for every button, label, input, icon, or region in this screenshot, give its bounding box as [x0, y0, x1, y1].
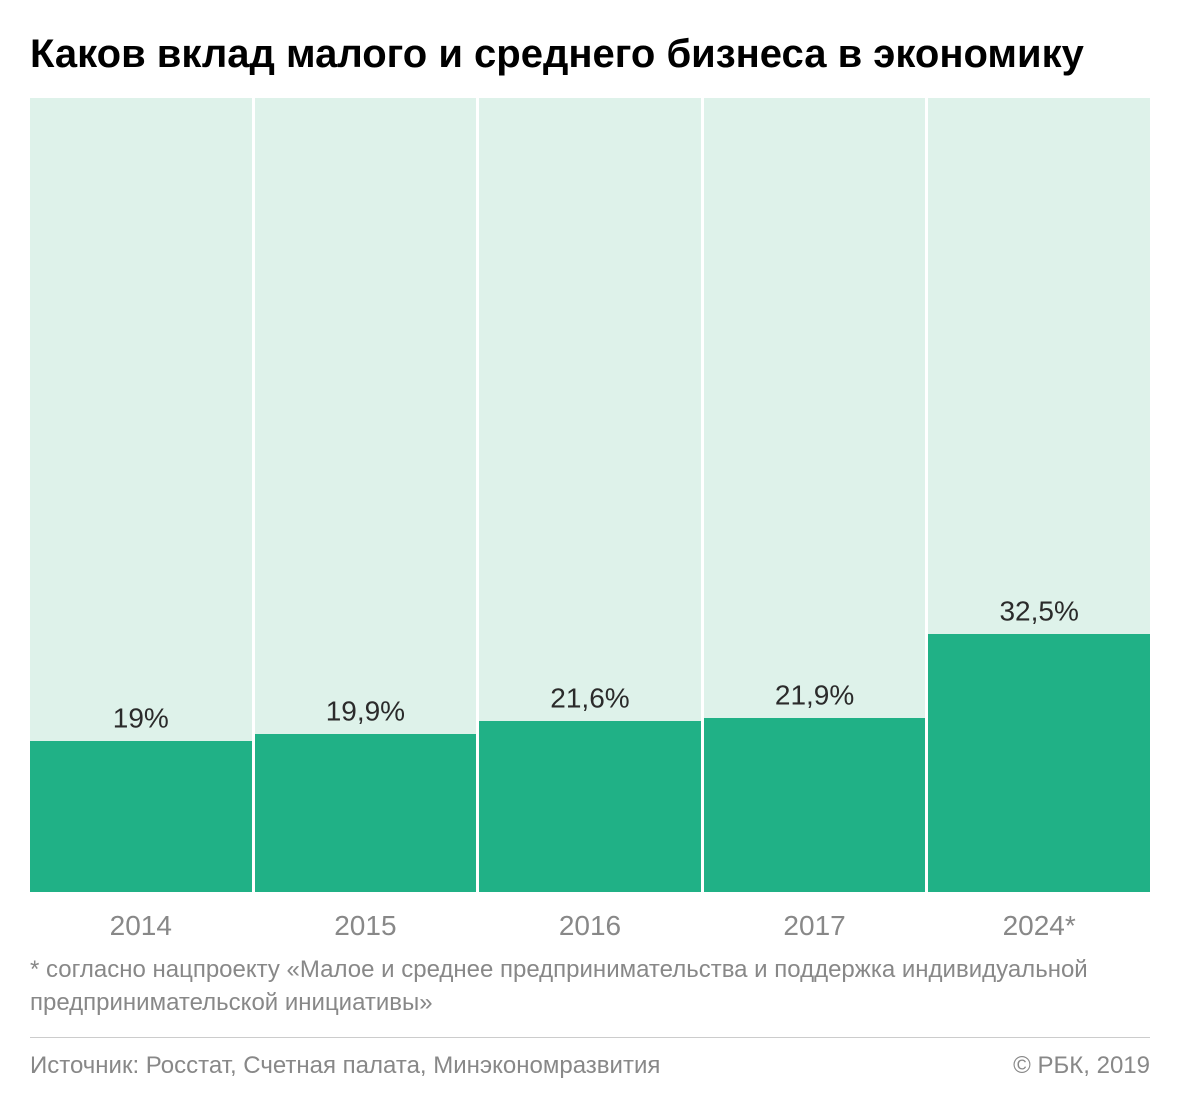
bars-container: 19%201419,9%201521,6%201621,9%201732,5%2…: [30, 98, 1150, 948]
bar-value-label: 32,5%: [928, 596, 1150, 628]
bar-category-label: 2024*: [928, 892, 1150, 948]
source-label: Источник: Росстат, Счетная палата, Минэк…: [30, 1052, 660, 1080]
bar-background: 21,9%: [704, 98, 926, 892]
bar-category-label: 2016: [479, 892, 701, 948]
bar-category-label: 2014: [30, 892, 252, 948]
bar-column: 32,5%2024*: [928, 98, 1150, 948]
bar-column: 19%2014: [30, 98, 252, 948]
bar-background: 32,5%: [928, 98, 1150, 892]
bar-value-label: 21,9%: [704, 680, 926, 712]
bar-background: 19,9%: [255, 98, 477, 892]
chart-title: Каков вклад малого и среднего бизнеса в …: [30, 30, 1150, 78]
bar-background: 21,6%: [479, 98, 701, 892]
bar-background: 19%: [30, 98, 252, 892]
bar-value-label: 21,6%: [479, 682, 701, 714]
bar-column: 19,9%2015: [255, 98, 477, 948]
bar-column: 21,6%2016: [479, 98, 701, 948]
bar-fill: 19%: [30, 741, 252, 892]
bar-value-label: 19%: [30, 703, 252, 735]
footer-row: Источник: Росстат, Счетная палата, Минэк…: [30, 1038, 1150, 1080]
chart-area: 19%201419,9%201521,6%201621,9%201732,5%2…: [30, 98, 1150, 948]
copyright-label: © РБК, 2019: [1013, 1052, 1150, 1080]
bar-value-label: 19,9%: [255, 696, 477, 728]
chart-footnote: * согласно нацпроекту «Малое и среднее п…: [30, 948, 1150, 1038]
bar-category-label: 2017: [704, 892, 926, 948]
bar-fill: 32,5%: [928, 634, 1150, 892]
bar-fill: 21,6%: [479, 721, 701, 893]
bar-category-label: 2015: [255, 892, 477, 948]
bar-fill: 21,9%: [704, 718, 926, 892]
bar-fill: 19,9%: [255, 734, 477, 892]
bar-column: 21,9%2017: [704, 98, 926, 948]
